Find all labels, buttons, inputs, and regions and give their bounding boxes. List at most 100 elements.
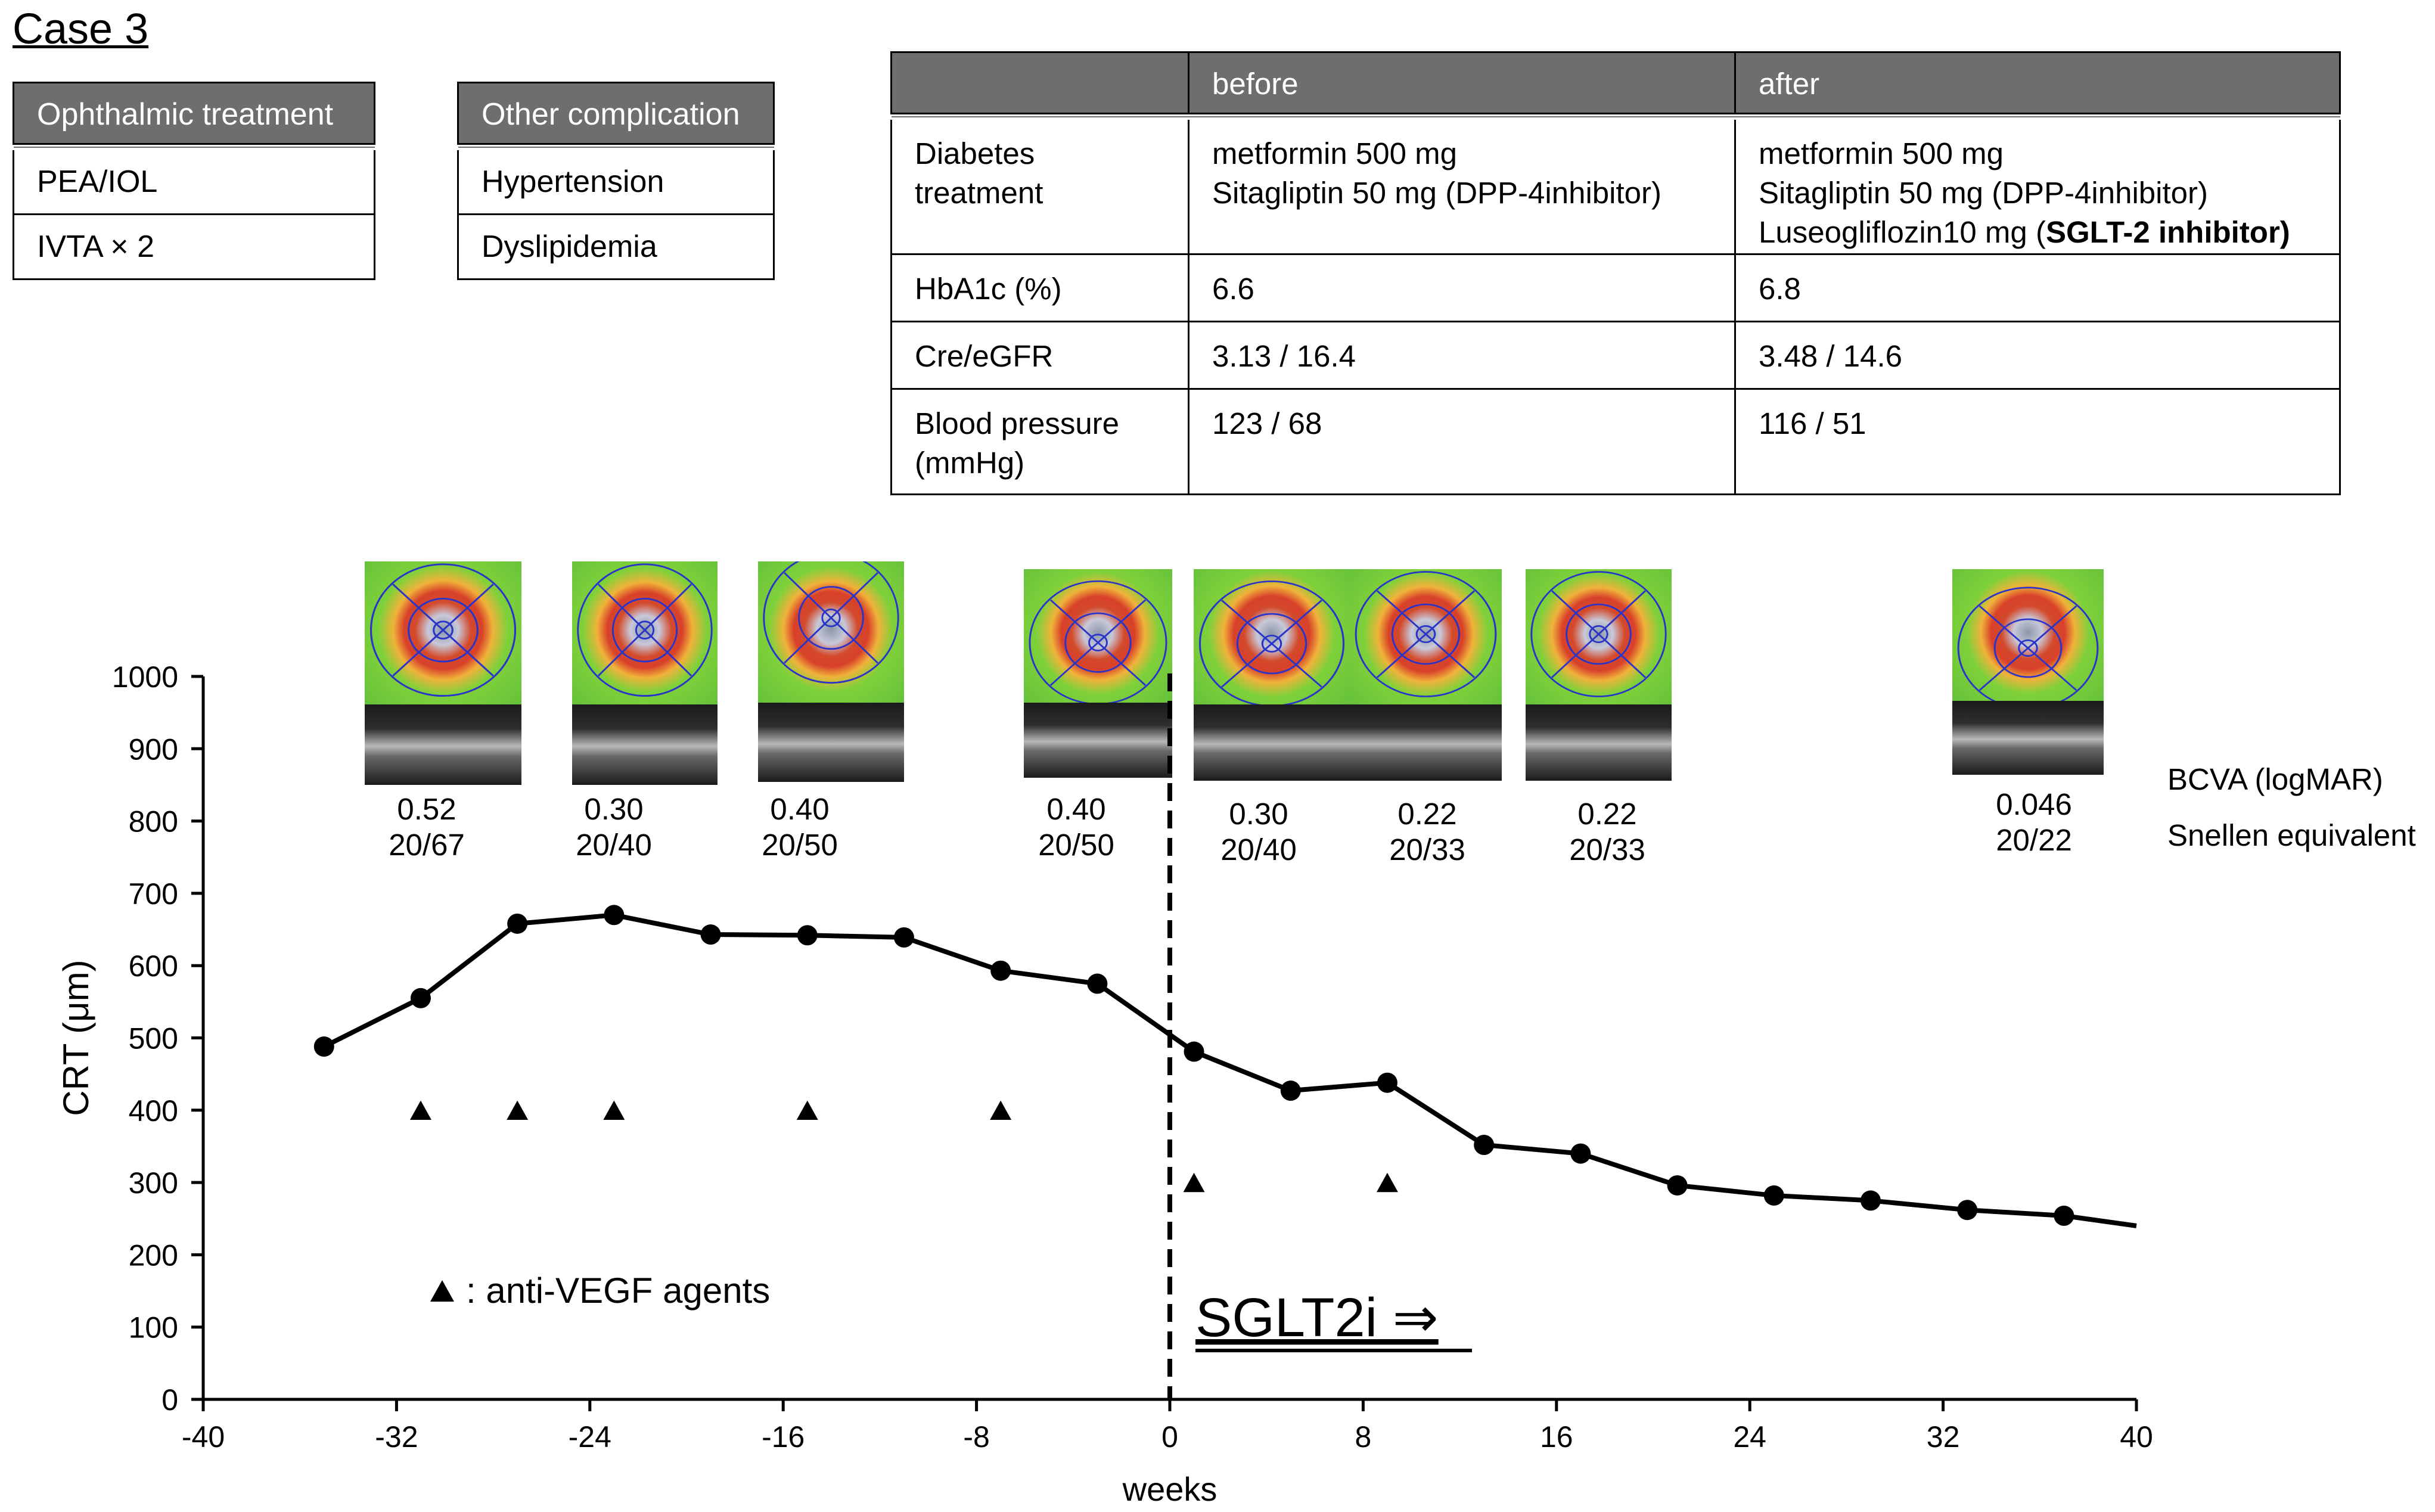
y-axis-label: CRT (μm) bbox=[56, 960, 96, 1116]
crt-point bbox=[1957, 1200, 1978, 1221]
other-item: Hypertension bbox=[457, 147, 775, 215]
y-tick-label: 500 bbox=[129, 1022, 178, 1055]
x-tick-label: -16 bbox=[762, 1420, 805, 1454]
header-after: after bbox=[1734, 51, 2341, 120]
x-tick-label: 24 bbox=[1733, 1420, 1766, 1454]
crt-point bbox=[1474, 1135, 1495, 1156]
acuity-value: 0.52 20/67 bbox=[389, 792, 465, 862]
oct-scan-image bbox=[1350, 569, 1502, 781]
table-row-blood-pressure: Blood pressure (mmHg) 123 / 68 116 / 51 bbox=[890, 388, 2341, 495]
cell-after: 116 / 51 bbox=[1734, 388, 2341, 495]
crt-point bbox=[1377, 1072, 1397, 1093]
row-label: Cre/eGFR bbox=[890, 321, 1189, 390]
cell-after: metformin 500 mg Sitagliptin 50 mg (DPP-4… bbox=[1734, 116, 2341, 255]
table-row-diabetes: Diabetes treatment metformin 500 mg Sitagl… bbox=[890, 116, 2341, 255]
ophthalmic-item: IVTA × 2 bbox=[13, 213, 375, 280]
y-tick-label: 900 bbox=[129, 732, 178, 766]
anti-vegf-marker bbox=[1183, 1172, 1205, 1193]
bcva-label: BCVA (logMAR) bbox=[2167, 762, 2383, 796]
crt-point bbox=[2054, 1205, 2074, 1226]
crt-point bbox=[313, 1036, 334, 1057]
anti-vegf-marker bbox=[603, 1100, 625, 1120]
crt-point bbox=[990, 960, 1011, 981]
crt-point bbox=[700, 924, 721, 945]
y-tick-label: 200 bbox=[129, 1238, 178, 1272]
oct-scan-image bbox=[1194, 569, 1350, 781]
oct-scan-image bbox=[365, 561, 521, 785]
y-tick-label: 400 bbox=[129, 1094, 178, 1128]
anti-vegf-marker bbox=[1376, 1172, 1398, 1193]
treatment-comparison-table: before after Diabetes treatment metformin… bbox=[890, 51, 2341, 495]
anti-vegf-marker bbox=[990, 1100, 1012, 1120]
x-tick-label: -40 bbox=[182, 1420, 225, 1454]
ophthalmic-item: PEA/IOL bbox=[13, 147, 375, 215]
acuity-value: 0.22 20/33 bbox=[1569, 797, 1645, 867]
snellen-label: Snellen equivalent bbox=[2167, 818, 2416, 852]
ophthalmic-treatment-table: Ophthalmic treatment PEA/IOL IVTA × 2 bbox=[13, 82, 375, 280]
acuity-value: 0.046 20/22 bbox=[1996, 787, 2072, 857]
anti-vegf-marker bbox=[507, 1100, 529, 1120]
ophthalmic-header: Ophthalmic treatment bbox=[13, 82, 375, 150]
acuity-value: 0.40 20/50 bbox=[1038, 792, 1114, 862]
cell-before: 3.13 / 16.4 bbox=[1188, 321, 1736, 390]
acuity-value: 0.40 20/50 bbox=[762, 792, 838, 862]
crt-point bbox=[1763, 1185, 1784, 1206]
other-complication-table: Other complication Hypertension Dyslipid… bbox=[457, 82, 775, 280]
row-label: Blood pressure (mmHg) bbox=[890, 388, 1189, 495]
row-label: Diabetes treatment bbox=[890, 116, 1189, 255]
table-row-cre-egfr: Cre/eGFR 3.13 / 16.4 3.48 / 14.6 bbox=[890, 321, 2341, 390]
oct-scan-image bbox=[1952, 569, 2104, 775]
oct-scan-image bbox=[1024, 569, 1172, 778]
x-axis-label: weeks bbox=[1122, 1470, 1218, 1508]
table-row-hba1c: HbA1c (%) 6.6 6.8 bbox=[890, 253, 2341, 322]
other-item: Dyslipidemia bbox=[457, 213, 775, 280]
cell-before: metformin 500 mg Sitagliptin 50 mg (DPP-4… bbox=[1188, 116, 1736, 255]
y-tick-label: 300 bbox=[129, 1166, 178, 1200]
y-tick-label: 600 bbox=[129, 949, 178, 983]
crt-point bbox=[604, 905, 625, 926]
x-tick-label: 40 bbox=[2120, 1420, 2153, 1454]
cell-after: 3.48 / 14.6 bbox=[1734, 321, 2341, 390]
crt-point bbox=[1087, 973, 1108, 994]
case-title: Case 3 bbox=[13, 5, 149, 53]
crt-point bbox=[410, 988, 431, 1008]
x-tick-label: -8 bbox=[963, 1420, 989, 1454]
x-tick-label: 8 bbox=[1355, 1420, 1371, 1454]
other-header: Other complication bbox=[457, 82, 775, 150]
crt-point bbox=[1184, 1041, 1204, 1062]
y-tick-label: 100 bbox=[129, 1311, 178, 1345]
crt-point bbox=[507, 913, 528, 934]
cell-before: 123 / 68 bbox=[1188, 388, 1736, 495]
crt-point bbox=[893, 927, 914, 948]
x-tick-label: 32 bbox=[1927, 1420, 1960, 1454]
y-tick-label: 700 bbox=[129, 877, 178, 911]
oct-scan-image bbox=[1526, 569, 1672, 781]
x-tick-label: -24 bbox=[569, 1420, 611, 1454]
y-tick-label: 800 bbox=[129, 805, 178, 839]
oct-scan-image bbox=[758, 561, 904, 782]
acuity-value: 0.30 20/40 bbox=[576, 792, 652, 862]
oct-scan-image bbox=[572, 561, 718, 785]
acuity-value: 0.30 20/40 bbox=[1220, 797, 1297, 867]
cell-after: 6.8 bbox=[1734, 253, 2341, 322]
legend-label: : anti-VEGF agents bbox=[466, 1271, 770, 1311]
row-label: HbA1c (%) bbox=[890, 253, 1189, 322]
sglt2i-annotation: SGLT2i ⇒ bbox=[1195, 1287, 1439, 1348]
x-tick-label: 16 bbox=[1540, 1420, 1573, 1454]
header-before: before bbox=[1188, 51, 1736, 120]
y-tick-label: 1000 bbox=[112, 660, 178, 694]
anti-vegf-marker bbox=[796, 1100, 818, 1120]
y-tick-label: 0 bbox=[161, 1383, 178, 1417]
crt-point bbox=[1570, 1143, 1591, 1164]
crt-series-line bbox=[322, 912, 2137, 1228]
anti-vegf-marker bbox=[409, 1100, 431, 1120]
x-tick-label: -32 bbox=[375, 1420, 418, 1454]
crt-point bbox=[797, 925, 818, 946]
header-empty bbox=[890, 51, 1189, 120]
acuity-value: 0.22 20/33 bbox=[1389, 797, 1465, 867]
crt-point bbox=[1667, 1175, 1688, 1196]
cell-before: 6.6 bbox=[1188, 253, 1736, 322]
x-tick-label: 0 bbox=[1161, 1420, 1178, 1454]
legend-marker bbox=[430, 1280, 454, 1302]
